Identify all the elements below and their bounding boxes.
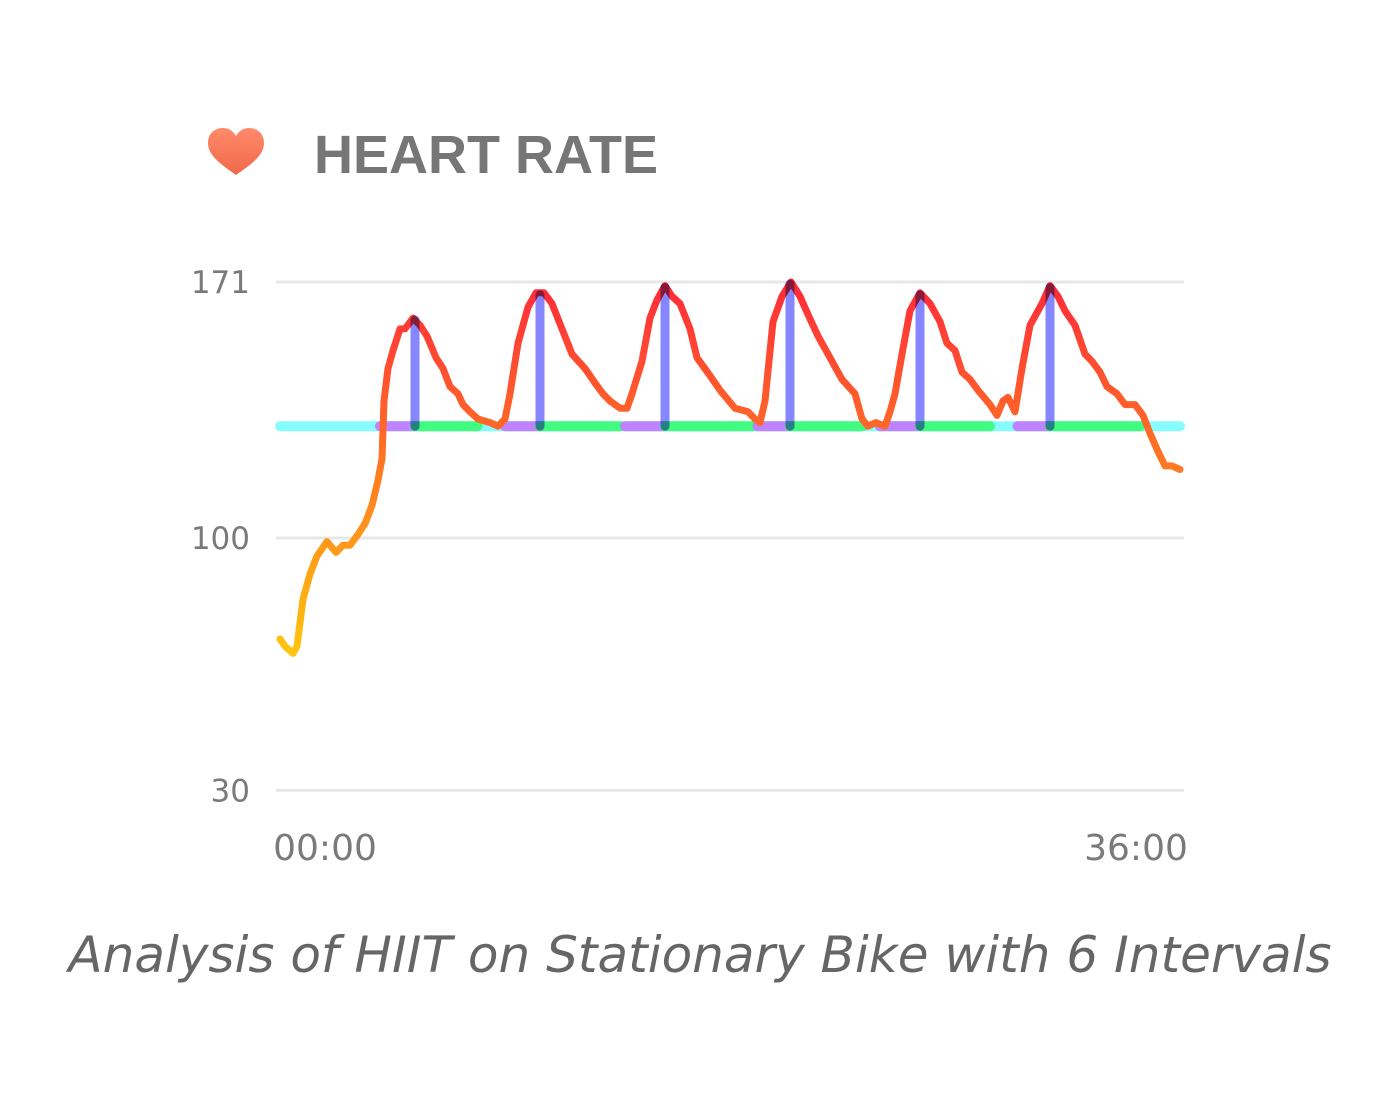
chart-caption: Analysis of HIIT on Stationary Bike with…	[68, 926, 1332, 984]
x-axis: 00:00 36:00	[273, 828, 1188, 869]
heart-icon	[208, 128, 264, 175]
heart-rate-line	[276, 278, 1184, 657]
y-tick-label: 171	[191, 265, 250, 301]
x-tick-label: 36:00	[1084, 828, 1188, 869]
peak-markers	[410, 279, 1055, 431]
grid	[276, 280, 1184, 792]
chart-title: HEART RATE	[314, 125, 658, 185]
y-tick-label: 100	[191, 521, 250, 557]
x-tick-label: 00:00	[273, 828, 377, 869]
y-axis: 30 100 171	[191, 265, 250, 809]
y-tick-label: 30	[211, 773, 250, 809]
